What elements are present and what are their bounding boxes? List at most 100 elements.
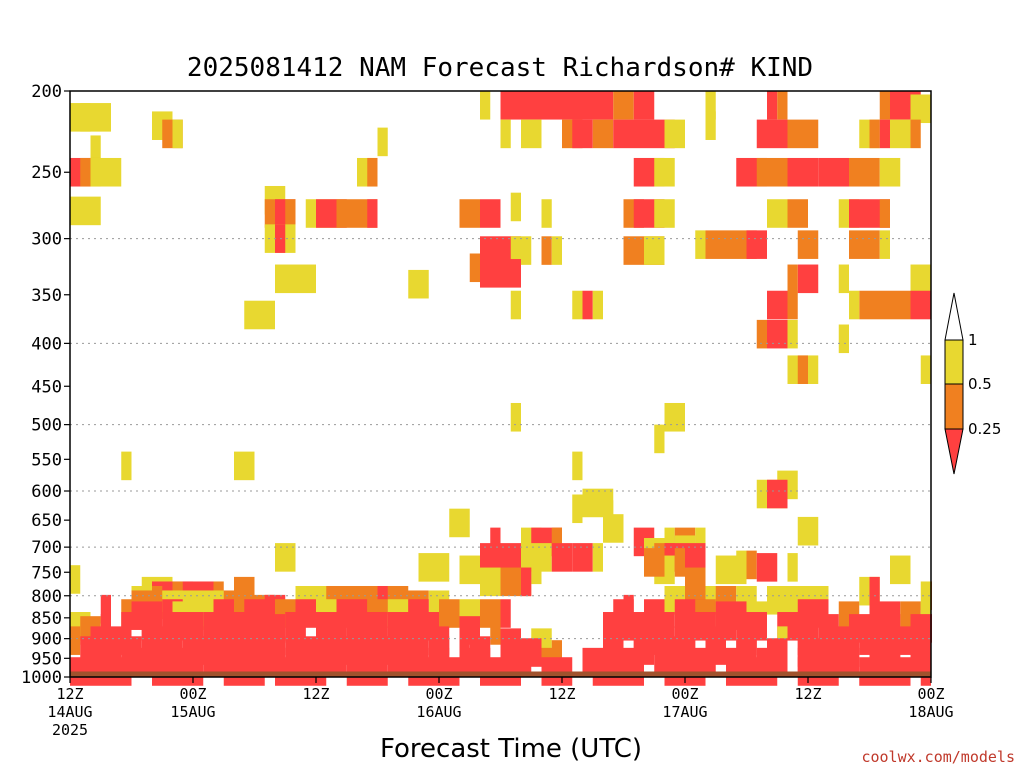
ri-cell (654, 424, 665, 454)
ri-cell (592, 543, 603, 572)
ri-cell (582, 290, 593, 320)
ri-cell (80, 103, 111, 132)
x-tick-label: 17AUG (662, 703, 707, 721)
ri-cell (859, 290, 911, 320)
x-tick-label: 12Z (548, 685, 575, 703)
ri-cell (551, 236, 562, 265)
ri-cell (336, 199, 357, 228)
ri-cell (439, 599, 460, 628)
ri-cell (613, 119, 644, 149)
y-axis: 200 250 300 350 400 450 500 550 600 650 700 750 8008… (21, 82, 70, 688)
colorbar-label: 0.5 (968, 375, 992, 393)
ri-cell (572, 543, 593, 572)
ri-cell (746, 550, 757, 580)
ri-cell (367, 157, 378, 187)
ri-cell (787, 290, 798, 320)
colorbar-segment (944, 339, 964, 385)
y-tick-label: 400 (31, 334, 62, 354)
x-tick-label: 00Z (671, 685, 698, 703)
ri-cell (767, 91, 778, 120)
ri-cell (459, 199, 480, 228)
ri-cell (767, 290, 788, 320)
ri-cell (654, 199, 675, 228)
x-tick-label: 00Z (179, 685, 206, 703)
ground-fill (70, 671, 931, 677)
y-tick-label: 450 (31, 377, 62, 397)
ri-cell (521, 567, 532, 597)
ri-cell (623, 594, 634, 624)
ri-cell (90, 135, 101, 164)
ri-cell (910, 94, 931, 124)
ri-cell (510, 402, 521, 432)
ri-cell (787, 157, 819, 187)
colorbar-top-arrow (944, 292, 964, 341)
ri-cell (367, 199, 378, 228)
ri-cell (172, 119, 183, 149)
ri-cell (100, 594, 111, 624)
ri-cell (869, 119, 880, 149)
y-tick-label: 500 (31, 416, 62, 436)
ri-cell (797, 264, 819, 294)
ri-cell (541, 199, 552, 228)
ri-cell (275, 264, 316, 294)
y-tick-label: 650 (31, 511, 62, 531)
ri-cell (920, 581, 931, 611)
ri-cell (705, 91, 716, 120)
ri-cell (572, 494, 583, 524)
ri-cell (551, 527, 562, 557)
ri-cell (879, 91, 890, 120)
ri-cell (746, 230, 767, 259)
ri-cell (490, 527, 501, 557)
y-tick-label: 250 (31, 163, 62, 183)
ri-cell (285, 199, 296, 228)
ri-cell (787, 199, 808, 228)
ri-cell (592, 290, 603, 320)
ri-cell (756, 553, 778, 582)
richardson-cells (70, 91, 932, 686)
ri-cell (767, 199, 788, 228)
ri-cell (490, 616, 501, 645)
ri-cell (910, 119, 921, 149)
ri-cell (879, 119, 890, 149)
ri-cell (685, 543, 706, 572)
x-tick-label: 00Z (425, 685, 452, 703)
ri-cell (121, 612, 132, 641)
ri-cell (849, 230, 880, 259)
ri-cell (756, 319, 767, 349)
ri-cell (377, 127, 388, 157)
ri-cell (879, 199, 890, 228)
colorbar-label: 1 (968, 331, 978, 349)
ri-cell (234, 451, 255, 481)
chart-title: 2025081412 NAM Forecast Richardson# KIND (187, 53, 813, 83)
ri-cell (572, 119, 593, 149)
x-tick-label: 18AUG (908, 703, 953, 721)
y-tick-label: 1000 (21, 668, 62, 688)
ri-cell (777, 91, 788, 120)
ri-cell (480, 199, 501, 228)
y-tick-label: 900 (31, 630, 62, 650)
ri-cell (500, 599, 511, 628)
ri-cell (705, 111, 716, 140)
ri-cell (469, 253, 480, 283)
colorbar-label: 0.25 (968, 420, 1001, 438)
ri-cell (613, 91, 634, 120)
y-tick-label: 950 (31, 649, 62, 669)
x-tick-label: 12Z (56, 685, 83, 703)
ri-cell (244, 300, 275, 330)
ri-cell (787, 319, 798, 349)
ri-cell (787, 264, 798, 294)
ri-cell (664, 119, 685, 149)
y-tick-label: 300 (31, 230, 62, 250)
ri-cell (818, 157, 849, 187)
ri-cell (592, 119, 614, 149)
colorbar-segment (944, 383, 964, 430)
ri-cell (890, 555, 911, 585)
ri-cell (480, 259, 521, 288)
ri-cell (480, 567, 501, 597)
ri-cell (736, 550, 747, 580)
plot-frame (69, 90, 932, 678)
x-tick-label: 15AUG (170, 703, 215, 721)
ri-cell (418, 553, 450, 582)
ri-cell (480, 91, 491, 120)
